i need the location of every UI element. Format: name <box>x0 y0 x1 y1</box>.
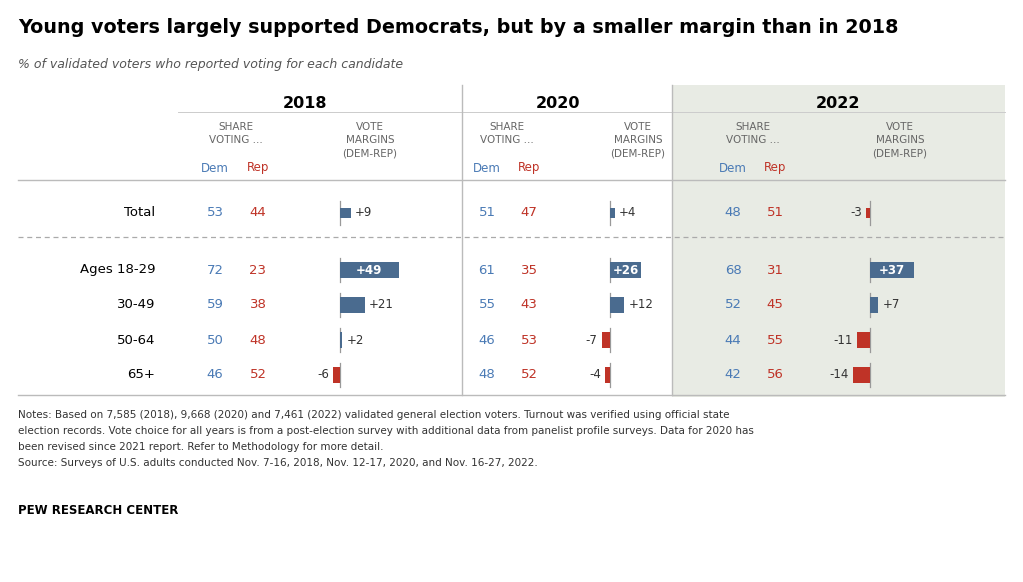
Bar <box>610 208 615 218</box>
Text: VOTE: VOTE <box>886 122 914 132</box>
Text: 43: 43 <box>521 299 537 311</box>
Text: -4: -4 <box>589 368 602 381</box>
Text: (DEM-REP): (DEM-REP) <box>873 148 928 158</box>
Text: 45: 45 <box>766 299 784 311</box>
Text: Notes: Based on 7,585 (2018), 9,668 (2020) and 7,461 (2022) validated general el: Notes: Based on 7,585 (2018), 9,668 (202… <box>18 410 729 420</box>
Text: 59: 59 <box>207 299 223 311</box>
Text: 46: 46 <box>207 368 223 381</box>
Text: 50-64: 50-64 <box>117 333 155 346</box>
Text: +7: +7 <box>883 299 900 311</box>
Text: election records. Vote choice for all years is from a post-election survey with : election records. Vote choice for all ye… <box>18 426 754 436</box>
Text: 55: 55 <box>479 299 495 311</box>
Text: 47: 47 <box>521 207 537 219</box>
Text: VOTE: VOTE <box>624 122 652 132</box>
Text: 46: 46 <box>479 333 495 346</box>
Bar <box>672 85 1005 397</box>
Bar <box>340 208 351 218</box>
Text: VOTING ...: VOTING ... <box>480 135 534 145</box>
Bar <box>853 367 870 383</box>
Bar <box>340 262 399 278</box>
Text: 2018: 2018 <box>282 95 327 111</box>
Text: +37: +37 <box>879 264 905 276</box>
Text: -11: -11 <box>834 333 853 346</box>
Text: 72: 72 <box>207 264 223 276</box>
Bar <box>866 208 870 218</box>
Text: 35: 35 <box>521 264 537 276</box>
Text: been revised since 2021 report. Refer to Methodology for more detail.: been revised since 2021 report. Refer to… <box>18 442 384 452</box>
Text: 30-49: 30-49 <box>117 299 155 311</box>
Bar <box>340 297 365 313</box>
Text: 42: 42 <box>724 368 742 381</box>
Text: +49: +49 <box>356 264 383 276</box>
Text: SHARE: SHARE <box>736 122 770 132</box>
Text: 53: 53 <box>207 207 223 219</box>
Text: PEW RESEARCH CENTER: PEW RESEARCH CENTER <box>18 504 178 517</box>
Text: 38: 38 <box>250 299 266 311</box>
Bar <box>606 367 610 383</box>
Text: Rep: Rep <box>518 161 540 175</box>
Text: VOTE: VOTE <box>356 122 384 132</box>
Bar <box>870 297 879 313</box>
Text: (DEM-REP): (DEM-REP) <box>611 148 666 158</box>
Text: +2: +2 <box>347 333 364 346</box>
Text: Rep: Rep <box>247 161 269 175</box>
Text: 53: 53 <box>521 333 537 346</box>
Text: 55: 55 <box>766 333 784 346</box>
Bar <box>332 367 340 383</box>
Text: MARGINS: MARGINS <box>614 135 662 145</box>
Text: 44: 44 <box>250 207 266 219</box>
Text: 52: 52 <box>250 368 267 381</box>
Text: 51: 51 <box>479 207 495 219</box>
Bar <box>610 262 641 278</box>
Text: VOTING ...: VOTING ... <box>726 135 780 145</box>
Bar <box>602 332 610 348</box>
Text: +4: +4 <box>619 207 636 219</box>
Text: Total: Total <box>124 207 155 219</box>
Text: 52: 52 <box>724 299 742 311</box>
Text: 61: 61 <box>479 264 495 276</box>
Text: 2020: 2020 <box>536 95 580 111</box>
Text: -14: -14 <box>830 368 849 381</box>
Bar <box>857 332 870 348</box>
Text: SHARE: SHARE <box>219 122 254 132</box>
Bar <box>340 332 343 348</box>
Text: Dem: Dem <box>202 161 229 175</box>
Text: % of validated voters who reported voting for each candidate: % of validated voters who reported votin… <box>18 58 403 71</box>
Text: Ages 18-29: Ages 18-29 <box>80 264 155 276</box>
Text: -7: -7 <box>586 333 597 346</box>
Text: 52: 52 <box>521 368 537 381</box>
Text: 48: 48 <box>250 333 266 346</box>
Bar <box>610 297 624 313</box>
Text: +26: +26 <box>613 264 638 276</box>
Text: 65+: 65+ <box>127 368 155 381</box>
Text: Rep: Rep <box>764 161 787 175</box>
Text: SHARE: SHARE <box>489 122 525 132</box>
Text: -6: -6 <box>317 368 328 381</box>
Text: Source: Surveys of U.S. adults conducted Nov. 7-16, 2018, Nov. 12-17, 2020, and : Source: Surveys of U.S. adults conducted… <box>18 458 538 468</box>
Text: +12: +12 <box>628 299 654 311</box>
Text: MARGINS: MARGINS <box>876 135 925 145</box>
Text: 68: 68 <box>724 264 742 276</box>
Text: -3: -3 <box>851 207 862 219</box>
Text: MARGINS: MARGINS <box>346 135 394 145</box>
Text: 44: 44 <box>724 333 742 346</box>
Text: 23: 23 <box>250 264 267 276</box>
Text: 31: 31 <box>766 264 784 276</box>
Text: +9: +9 <box>355 207 372 219</box>
Text: 51: 51 <box>766 207 784 219</box>
Text: VOTING ...: VOTING ... <box>209 135 263 145</box>
Bar <box>870 262 915 278</box>
Text: +21: +21 <box>369 299 394 311</box>
Text: 2022: 2022 <box>815 95 860 111</box>
Text: Young voters largely supported Democrats, but by a smaller margin than in 2018: Young voters largely supported Democrats… <box>18 18 898 37</box>
Text: 48: 48 <box>724 207 742 219</box>
Text: Dem: Dem <box>719 161 747 175</box>
Text: 50: 50 <box>207 333 223 346</box>
Text: (DEM-REP): (DEM-REP) <box>343 148 398 158</box>
Text: Dem: Dem <box>473 161 501 175</box>
Text: 56: 56 <box>766 368 784 381</box>
Text: 48: 48 <box>479 368 495 381</box>
